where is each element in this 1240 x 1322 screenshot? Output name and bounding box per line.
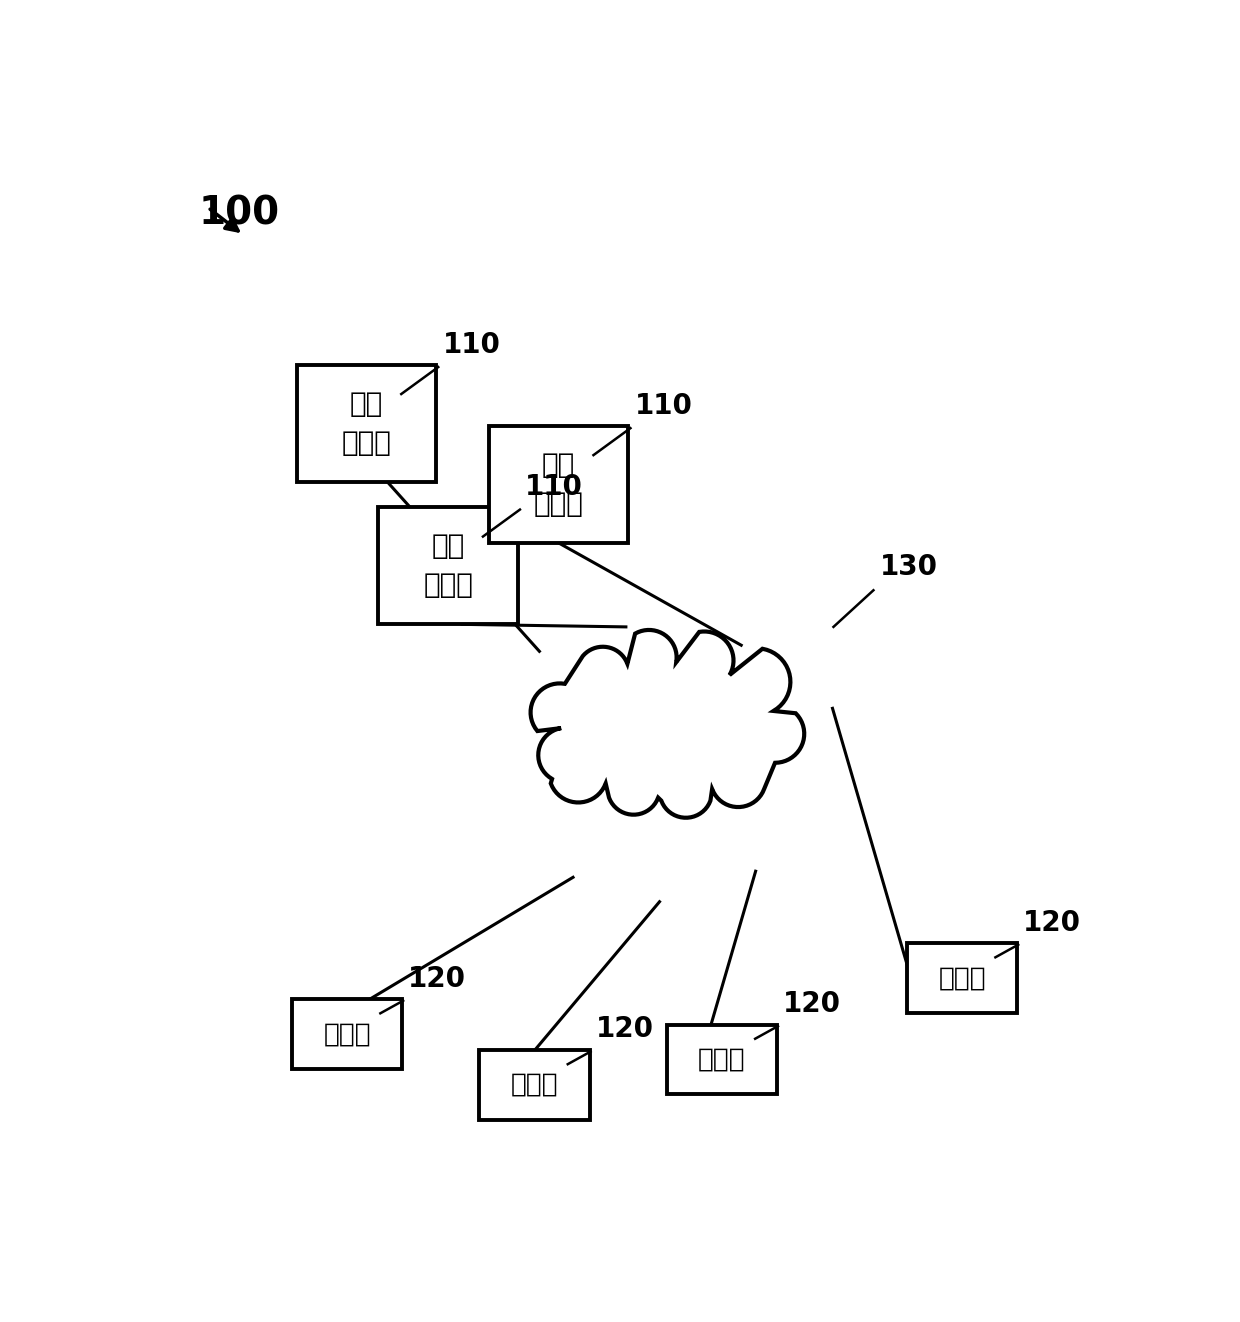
Text: 110: 110 [635,393,693,420]
Text: 130: 130 [879,553,937,582]
FancyBboxPatch shape [296,365,436,481]
PathPatch shape [531,631,805,818]
Text: 120: 120 [595,1015,653,1043]
Text: 媒体
服务器: 媒体 服务器 [341,390,392,457]
Text: 120: 120 [1023,908,1081,936]
FancyBboxPatch shape [378,508,518,624]
Text: 110: 110 [443,330,501,358]
Text: 客户端: 客户端 [511,1072,558,1099]
Text: 120: 120 [782,990,841,1018]
Text: 客户端: 客户端 [324,1021,371,1047]
Text: 100: 100 [198,194,279,233]
FancyBboxPatch shape [667,1025,777,1095]
Text: 110: 110 [525,473,583,501]
Text: 媒体
服务器: 媒体 服务器 [533,451,584,518]
Text: 客户端: 客户端 [939,965,986,992]
FancyBboxPatch shape [906,944,1018,1013]
Text: 120: 120 [408,965,466,993]
Text: 媒体
服务器: 媒体 服务器 [423,533,472,599]
Text: 客户端: 客户端 [698,1047,745,1072]
FancyBboxPatch shape [489,426,629,543]
FancyBboxPatch shape [480,1051,590,1120]
FancyBboxPatch shape [291,999,403,1068]
